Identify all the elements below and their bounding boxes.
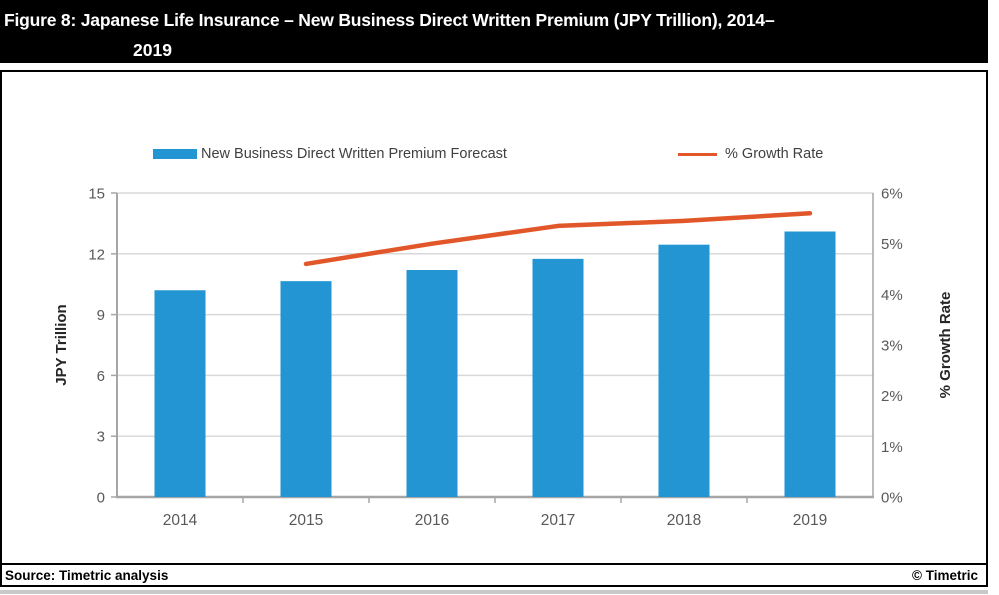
legend-item-premium: New Business Direct Written Premium Fore… — [153, 146, 507, 162]
x-axis-category-label: 2017 — [541, 512, 575, 529]
x-axis-category-label: 2019 — [793, 512, 827, 529]
x-axis-category-label: 2014 — [163, 512, 198, 529]
right-axis-tick-label: 0% — [881, 490, 903, 507]
left-axis-tick-label: 9 — [97, 307, 105, 324]
bar-swatch-icon — [153, 149, 197, 159]
left-axis-tick-label: 12 — [88, 246, 105, 263]
figure-title-line1: Figure 8: Japanese Life Insurance – New … — [4, 10, 775, 30]
right-axis-tick-label: 4% — [881, 287, 903, 304]
right-axis-tick-label: 5% — [881, 236, 903, 253]
premium-bar-2015 — [280, 281, 332, 497]
left-axis-tick-label: 3 — [97, 429, 105, 446]
x-axis-category-label: 2018 — [667, 512, 701, 529]
x-axis-category-label: 2015 — [289, 512, 323, 529]
right-axis-tick-label: 6% — [881, 186, 903, 203]
line-swatch-icon — [678, 152, 717, 156]
footer-bar: Source: Timetric analysis © Timetric — [0, 563, 988, 587]
left-axis-tick-label: 15 — [88, 186, 105, 203]
legend-item-growth: % Growth Rate — [678, 146, 823, 162]
right-axis-tick-label: 1% — [881, 439, 903, 456]
bottom-edge-strip — [0, 590, 988, 594]
right-axis-title: % Growth Rate — [937, 292, 954, 399]
premium-bar-2014 — [154, 290, 206, 497]
growth-rate-line — [303, 211, 813, 267]
figure-title-bar: Figure 8: Japanese Life Insurance – New … — [0, 0, 988, 63]
premium-bar-2017 — [532, 258, 584, 497]
copyright-text: © Timetric — [912, 568, 978, 583]
left-axis-tick-label: 6 — [97, 368, 105, 385]
premium-bar-2016 — [406, 270, 458, 497]
right-axis-tick-label: 2% — [881, 388, 903, 405]
figure-title-line2: 2019 — [133, 40, 172, 60]
premium-bar-2019 — [784, 231, 836, 498]
legend-premium-label: New Business Direct Written Premium Fore… — [201, 146, 507, 162]
premium-bar-2018 — [658, 244, 710, 497]
left-axis-tick-label: 0 — [97, 490, 105, 507]
x-axis-category-label: 2016 — [415, 512, 449, 529]
legend-growth-label: % Growth Rate — [725, 146, 824, 162]
right-axis-tick-label: 3% — [881, 338, 903, 355]
left-axis-title: JPY Trillion — [53, 304, 70, 385]
source-text: Source: Timetric analysis — [5, 568, 169, 583]
